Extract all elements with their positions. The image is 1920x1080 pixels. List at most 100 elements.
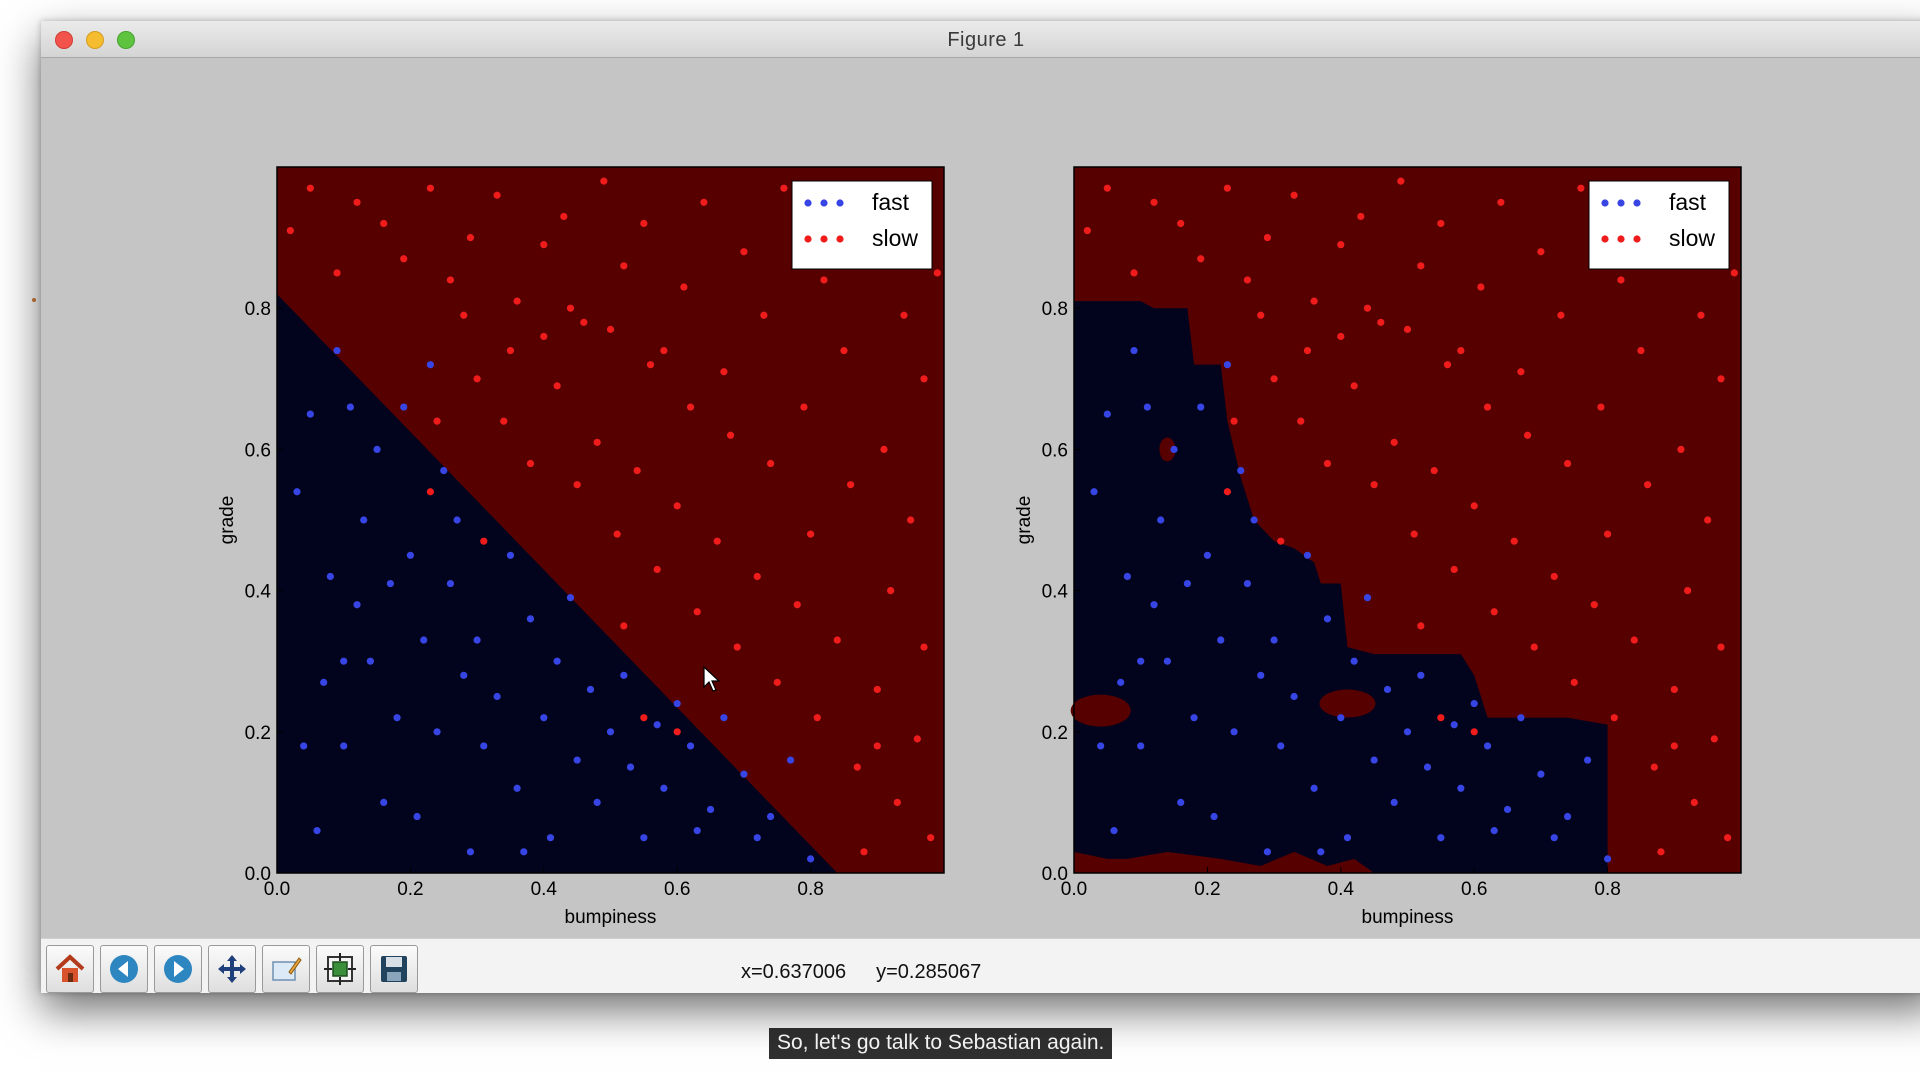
- fast-point: [1563, 812, 1572, 821]
- slow-point: [633, 466, 641, 475]
- y-coordinate-readout: y=0.285067: [876, 961, 982, 983]
- subplot-right[interactable]: 0.0 0.2 0.4 0.6 0.8 0.0 0.2 0.4 0.6 0.8 bumpiness g…: [1014, 166, 1742, 928]
- figure-svg[interactable]: 0.0 0.2 0.4 0.6 0.8 0.0 0.2 0.4 0.6 0.8 bumpiness g…: [41, 58, 1920, 938]
- fast-point: [1450, 721, 1458, 729]
- slow-point: [1690, 798, 1698, 807]
- slow-point: [760, 311, 768, 319]
- fast-point: [1163, 657, 1171, 665]
- legend-marker: [804, 235, 812, 243]
- slow-point: [1563, 459, 1572, 468]
- slow-point: [1644, 481, 1652, 489]
- zoom-window-button[interactable]: [117, 31, 135, 49]
- figure-canvas[interactable]: 0.0 0.2 0.4 0.6 0.8 0.0 0.2 0.4 0.6 0.8 bumpiness g…: [41, 58, 1920, 938]
- slow-point: [1530, 643, 1538, 651]
- slow-point: [833, 636, 841, 644]
- slow-point: [680, 283, 688, 291]
- fast-point: [373, 445, 381, 453]
- slow-point: [1597, 403, 1605, 411]
- minimize-window-button[interactable]: [86, 31, 104, 49]
- slow-point: [333, 269, 341, 277]
- subplots-config-icon: [324, 953, 356, 985]
- slow-point: [740, 248, 748, 256]
- slow-pocket: [1159, 437, 1176, 462]
- slow-point: [920, 643, 928, 651]
- slow-point: [933, 269, 941, 277]
- fast-point: [1383, 685, 1392, 694]
- forward-button[interactable]: [154, 945, 202, 993]
- slow-point: [1710, 735, 1718, 743]
- pan-arrows-icon: [218, 955, 246, 983]
- legend-entry-fast: fast: [1669, 189, 1707, 215]
- slow-point: [1243, 276, 1252, 284]
- legend-marker: [1601, 235, 1609, 243]
- slow-point: [1637, 346, 1645, 355]
- fast-point: [1210, 812, 1218, 821]
- slow-point: [433, 417, 441, 425]
- fast-point: [460, 671, 468, 679]
- legend-marker: [836, 199, 844, 207]
- fast-point: [1263, 848, 1272, 856]
- legend: fast slow: [1588, 180, 1730, 270]
- x-tick-label: 0.0: [264, 879, 290, 900]
- title-bar[interactable]: Figure 1: [41, 21, 1920, 58]
- slow-point: [573, 481, 581, 489]
- slow-point: [1517, 368, 1525, 376]
- slow-point: [1403, 325, 1412, 333]
- slow-point: [873, 742, 881, 750]
- slow-point: [1430, 466, 1438, 475]
- fast-point: [1137, 657, 1145, 665]
- slow-point: [1730, 269, 1738, 277]
- slow-point: [473, 375, 481, 383]
- fast-point: [626, 763, 635, 771]
- home-button[interactable]: [46, 945, 94, 993]
- axes-frame: [276, 166, 945, 874]
- y-tick-label: 0.6: [1042, 440, 1068, 461]
- fast-point: [360, 516, 368, 524]
- fast-point: [1157, 516, 1165, 524]
- close-window-button[interactable]: [55, 31, 73, 49]
- fast-point: [313, 827, 321, 835]
- fast-point: [1177, 798, 1185, 807]
- fast-point: [1197, 403, 1205, 411]
- slow-point: [353, 198, 361, 206]
- back-arrow-icon: [110, 955, 138, 983]
- slow-point: [873, 685, 881, 694]
- slow-point: [1470, 728, 1478, 736]
- slow-point: [306, 184, 314, 192]
- subplot-left[interactable]: 0.0 0.2 0.4 0.6 0.8 0.0 0.2 0.4 0.6 0.8 bumpiness g…: [217, 166, 945, 928]
- video-caption: So, let's go talk to Sebastian again.: [769, 1028, 1113, 1059]
- fast-point: [1130, 346, 1138, 355]
- fast-point: [320, 678, 328, 686]
- slow-point: [1437, 219, 1445, 228]
- subplots-button[interactable]: [316, 945, 364, 993]
- slow-point: [1670, 742, 1678, 750]
- fast-point: [660, 784, 668, 792]
- slow-point: [593, 438, 601, 446]
- x-tick-label: 0.4: [531, 879, 558, 900]
- slow-point: [646, 361, 655, 369]
- slow-point: [1443, 361, 1452, 369]
- slow-point: [753, 572, 761, 581]
- save-button[interactable]: [370, 945, 418, 993]
- slow-point: [466, 234, 475, 242]
- y-tick-label: 0.2: [245, 723, 271, 744]
- slow-point: [713, 537, 721, 545]
- fast-point: [593, 798, 601, 807]
- fast-point: [1277, 742, 1285, 750]
- slow-point: [686, 403, 695, 411]
- fast-point: [453, 516, 461, 524]
- slow-point: [1130, 269, 1138, 277]
- back-button[interactable]: [100, 945, 148, 993]
- pan-button[interactable]: [208, 945, 256, 993]
- fast-point: [1503, 805, 1512, 814]
- slow-point: [553, 382, 561, 390]
- slow-point: [1337, 332, 1345, 341]
- slow-point: [1537, 248, 1545, 256]
- slow-point: [1704, 516, 1712, 524]
- fast-point: [573, 756, 581, 764]
- zoom-button[interactable]: [262, 945, 310, 993]
- legend-marker: [1633, 199, 1641, 207]
- x-tick-label: 0.6: [664, 879, 690, 900]
- slow-point: [1370, 481, 1378, 489]
- slow-pocket: [1070, 694, 1131, 727]
